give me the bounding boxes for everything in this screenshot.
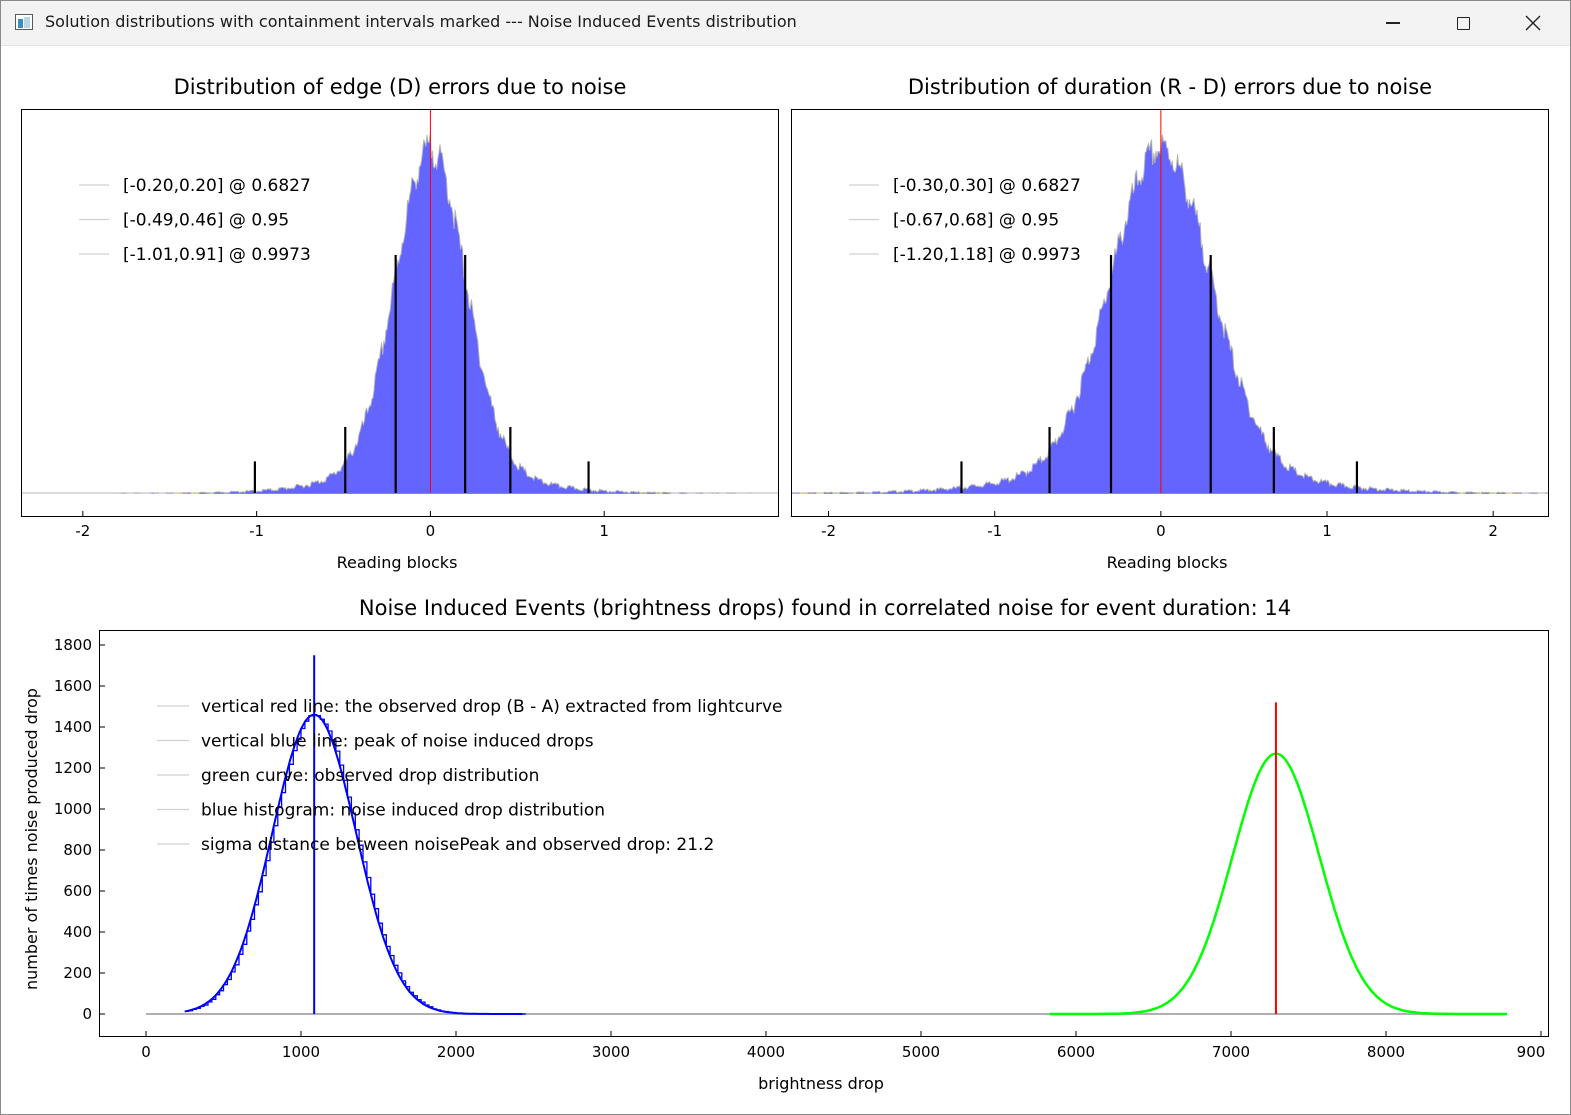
chart-3-xtick-label: 5000 <box>902 1043 940 1061</box>
noise-events-chart[interactable]: Noise Induced Events (brightness drops) … <box>22 596 1549 1093</box>
chart-3-xtick-label: 1000 <box>282 1043 320 1061</box>
chart-3-xtick-label: 3000 <box>592 1043 630 1061</box>
title-bar[interactable]: Solution distributions with containment … <box>1 1 1570 46</box>
chart-3-observed-curve <box>1049 752 1507 1016</box>
chart-1-xtick-label: -1 <box>249 522 264 540</box>
chart-2-xtick-label: -2 <box>821 522 836 540</box>
chart-3-ytick-label: 1600 <box>54 677 92 695</box>
chart-3-ytick-label: 1000 <box>54 800 92 818</box>
chart-3-ytick-label: 600 <box>63 882 92 900</box>
chart-3-ytick-label: 1200 <box>54 759 92 777</box>
chart-3-ytick-label: 0 <box>82 1005 92 1023</box>
chart-1-title: Distribution of edge (D) errors due to n… <box>174 75 627 99</box>
minimize-icon <box>1386 22 1400 24</box>
duration-error-chart[interactable]: Distribution of duration (R - D) errors … <box>791 75 1549 572</box>
chart-3-xtick-label: 4000 <box>747 1043 785 1061</box>
chart-3-xtick-label: 0 <box>141 1043 151 1061</box>
charts-canvas: Distribution of edge (D) errors due to n… <box>21 75 1549 1093</box>
chart-3-plot-frame <box>99 630 1549 1037</box>
chart-1-legend-entry: [-0.49,0.46] @ 0.95 <box>123 211 289 231</box>
chart-1-xtick-label: 1 <box>599 522 609 540</box>
chart-3-ylabel: number of times noise produced drop <box>22 688 41 990</box>
chart-2-legend-entry: [-0.67,0.68] @ 0.95 <box>893 211 1059 231</box>
chart-3-xtick-label: 900 <box>1517 1043 1546 1061</box>
chart-2-xtick-label: 0 <box>1156 522 1166 540</box>
chart-1-legend-entry: [-0.20,0.20] @ 0.6827 <box>123 176 311 196</box>
close-button[interactable] <box>1498 1 1568 45</box>
chart-3-xtick-label: 2000 <box>437 1043 475 1061</box>
chart-3-xtick-label: 7000 <box>1212 1043 1250 1061</box>
chart-3-xlabel: brightness drop <box>758 1074 884 1093</box>
app-chart-icon <box>15 14 33 30</box>
maximize-icon <box>1456 16 1470 30</box>
chart-2-xtick-label: -1 <box>987 522 1002 540</box>
chart-3-title: Noise Induced Events (brightness drops) … <box>359 596 1291 620</box>
chart-2-legend-entry: [-1.20,1.18] @ 0.9973 <box>893 245 1081 265</box>
chart-2-xtick-label: 1 <box>1322 522 1332 540</box>
chart-3-legend-entry: sigma distance between noisePeak and obs… <box>201 835 714 855</box>
chart-3-ytick-label: 800 <box>63 841 92 859</box>
chart-1-histogram-bars <box>22 133 778 494</box>
chart-3-ytick-label: 1400 <box>54 718 92 736</box>
chart-3-legend-entry: green curve: observed drop distribution <box>201 766 539 786</box>
chart-2-xlabel: Reading blocks <box>1107 553 1228 572</box>
chart-2-legend-entry: [-0.30,0.30] @ 0.6827 <box>893 176 1081 196</box>
edge-error-chart[interactable]: Distribution of edge (D) errors due to n… <box>21 75 779 572</box>
minimize-button[interactable] <box>1358 1 1428 45</box>
chart-3-legend-entry: vertical blue line: peak of noise induce… <box>201 732 594 752</box>
maximize-button[interactable] <box>1428 1 1498 45</box>
chart-2-histogram-bars <box>792 134 1548 493</box>
chart-2-xtick-label: 2 <box>1488 522 1498 540</box>
chart-3-legend-entry: blue histogram: noise induced drop distr… <box>201 801 605 821</box>
chart-3-noise-curve <box>184 713 523 1015</box>
chart-2-title: Distribution of duration (R - D) errors … <box>908 75 1432 99</box>
chart-1-xtick-label: 0 <box>426 522 436 540</box>
chart-3-ytick-label: 1800 <box>54 636 92 654</box>
chart-2-histogram-outline <box>791 134 1549 494</box>
chart-3-ytick-label: 200 <box>63 964 92 982</box>
chart-1-legend-entry: [-1.01,0.91] @ 0.9973 <box>123 245 311 265</box>
chart-1-histogram-outline <box>22 133 778 494</box>
close-icon <box>1525 15 1541 31</box>
chart-3-legend-entry: vertical red line: the observed drop (B … <box>201 697 783 717</box>
window-title: Solution distributions with containment … <box>45 12 797 31</box>
chart-3-xtick-label: 6000 <box>1057 1043 1095 1061</box>
chart-3-xtick-label: 8000 <box>1367 1043 1405 1061</box>
chart-1-xlabel: Reading blocks <box>337 553 458 572</box>
chart-1-xtick-label: -2 <box>75 522 90 540</box>
chart-3-ytick-label: 400 <box>63 923 92 941</box>
